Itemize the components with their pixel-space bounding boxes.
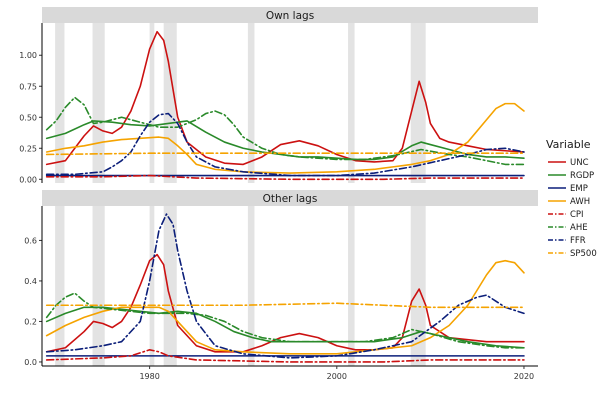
recession-band-other-lags-0 (55, 206, 65, 366)
recession-band-other-lags-6 (410, 206, 426, 366)
panel-strip-own-lags (42, 7, 538, 23)
recession-band-own-lags-4 (247, 23, 255, 183)
series-line-cpi-own-lags (45, 174, 525, 181)
series-line-unc-own-lags (45, 30, 525, 166)
series-line-unc-other-lags (45, 253, 525, 353)
y-tick-label-other-lags-1: 0.2 (24, 317, 37, 326)
legend-label-cpi: CPI (570, 210, 584, 220)
y-tick-label-own-lags-0: 0.00 (19, 175, 37, 184)
series-line-awh-own-lags (45, 102, 525, 174)
y-tick-label-other-lags-0: 0.0 (24, 358, 37, 367)
series-line-sp500-other-lags (45, 302, 525, 309)
series-line-awh-other-lags (45, 259, 525, 355)
legend-label-ahe: AHE (570, 223, 588, 233)
panel-title-other-lags: Other lags (263, 193, 318, 205)
plot-area-other-lags: 0.0 0.2 0.4 0.6 (24, 206, 525, 367)
recession-band-other-lags-1 (92, 206, 105, 366)
recession-band-own-lags-1 (92, 23, 105, 183)
panel-own-lags: Own lags 0.00 0.25 0.50 0.75 1.00 (19, 7, 538, 184)
plot-area-own-lags: 0.00 0.25 0.50 0.75 1.00 (19, 23, 525, 184)
panel-other-lags: Other lags 0.0 0.2 0.4 0.6 (24, 190, 538, 367)
panel-strip-other-lags (42, 190, 538, 206)
y-tick-label-own-lags-4: 1.00 (19, 51, 37, 60)
legend-title: Variable (546, 138, 591, 151)
legend-items: UNC RGDP EMP AWH CPI AHE FFR SP500 (548, 158, 597, 259)
y-tick-label-own-lags-3: 0.75 (19, 82, 37, 91)
series-line-ffr-own-lags (45, 112, 525, 177)
x-tick-label-2: 2020 (514, 372, 534, 381)
legend-label-unc: UNC (570, 158, 589, 168)
legend-label-awh: AWH (570, 197, 590, 207)
recession-band-own-lags-0 (55, 23, 65, 183)
recession-band-other-lags-2 (149, 206, 155, 366)
legend-label-sp500: SP500 (570, 249, 597, 259)
legend-label-emp: EMP (570, 184, 588, 194)
series-line-ahe-own-lags (45, 96, 525, 166)
recession-band-own-lags-5 (348, 23, 355, 183)
y-tick-label-other-lags-3: 0.6 (24, 236, 37, 245)
panel-title-own-lags: Own lags (266, 10, 314, 22)
series-line-sp500-own-lags (45, 152, 525, 156)
y-tick-label-own-lags-2: 0.50 (19, 113, 37, 122)
recession-band-other-lags-4 (247, 206, 255, 366)
legend: Variable UNC RGDP EMP AWH CPI AHE FFR SP500 (546, 138, 597, 259)
recession-band-own-lags-2 (149, 23, 155, 183)
x-axis: 1980 2000 2020 (139, 366, 534, 381)
legend-label-rgdp: RGDP (570, 171, 594, 181)
recession-band-other-lags-5 (348, 206, 355, 366)
series-line-cpi-other-lags (45, 349, 525, 363)
series-line-ahe-other-lags (45, 292, 525, 349)
x-tick-label-0: 1980 (139, 372, 159, 381)
legend-label-ffr: FFR (570, 236, 586, 246)
recession-band-other-lags-3 (163, 206, 177, 366)
y-tick-label-other-lags-2: 0.4 (24, 277, 37, 286)
y-tick-label-own-lags-1: 0.25 (19, 144, 37, 153)
series-line-ffr-other-lags (45, 213, 525, 359)
x-tick-label-1: 2000 (327, 372, 347, 381)
